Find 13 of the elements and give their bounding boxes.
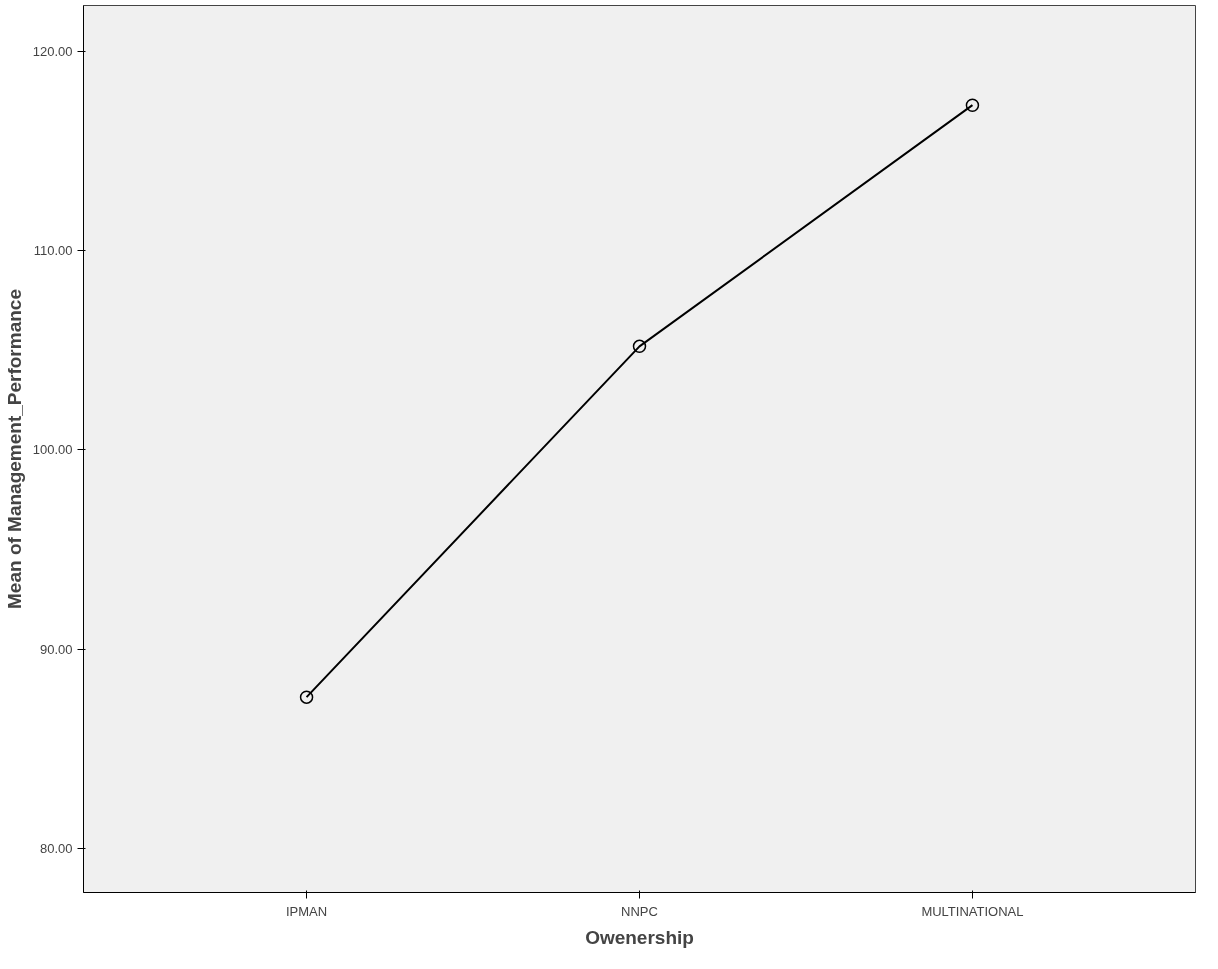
y-tick-label: 100.00 bbox=[32, 442, 73, 458]
y-tick-label: 110.00 bbox=[33, 243, 73, 259]
point bbox=[299, 690, 314, 704]
y-axis-title: Mean of Management_Performance bbox=[3, 289, 25, 609]
point bbox=[632, 339, 647, 354]
y-tick-label: 90.00 bbox=[39, 641, 73, 657]
x-tick-label: MULTINATIONAL bbox=[921, 903, 1024, 919]
x-tick-label: IPMAN bbox=[285, 903, 328, 919]
point bbox=[965, 98, 980, 112]
x-tick-label: NNPC bbox=[621, 903, 658, 919]
y-tick-label: 80.00 bbox=[39, 841, 73, 857]
x-axis-title: Owenership bbox=[585, 926, 694, 948]
y-tick-label: 120.00 bbox=[32, 43, 73, 59]
